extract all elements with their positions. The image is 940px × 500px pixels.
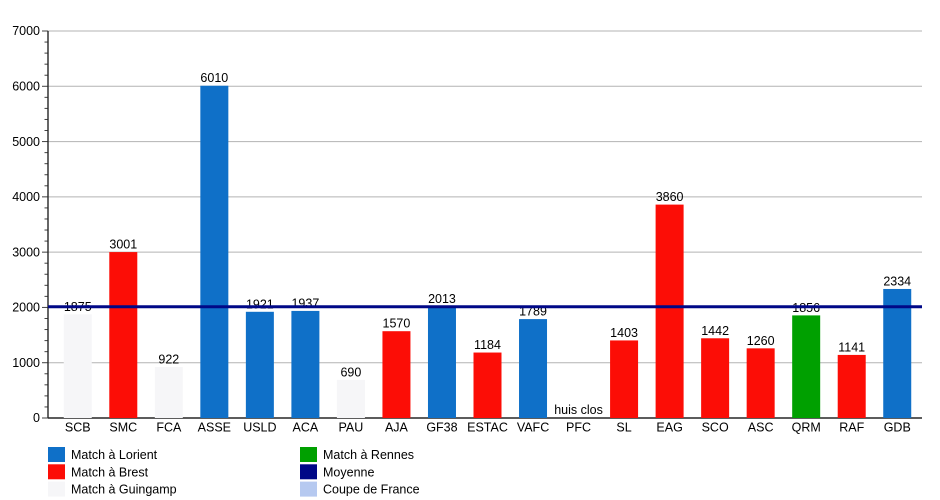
y-axis-label-6000: 6000 [12, 79, 40, 93]
y-axis-label-3000: 3000 [12, 245, 40, 259]
bar-GF38 [427, 306, 456, 418]
bar-USLD [245, 311, 274, 418]
category-label-ASSE: ASSE [198, 421, 231, 435]
legend-swatch-rennes [300, 447, 317, 462]
bar-FCA [154, 367, 183, 418]
value-label-RAF: 1141 [838, 340, 865, 354]
value-label-ESTAC: 1184 [474, 338, 501, 352]
value-label-SL: 1403 [610, 326, 638, 340]
legend-label-brest: Match à Brest [71, 465, 149, 479]
value-label-GDB: 2334 [883, 274, 911, 288]
bar-ACA [291, 310, 320, 418]
category-label-SCB: SCB [65, 421, 91, 435]
category-label-RAF: RAF [839, 421, 864, 435]
bar-GDB [883, 288, 912, 418]
bar-ASC [746, 348, 775, 418]
category-label-GF38: GF38 [426, 421, 457, 435]
category-label-QRM: QRM [792, 421, 821, 435]
legend-label-moyenne: Moyenne [323, 465, 374, 479]
category-label-ACA: ACA [293, 421, 319, 435]
legend-label-lorient: Match à Lorient [71, 448, 158, 462]
legend-label-coupe: Coupe de France [323, 483, 420, 497]
y-axis-label-0: 0 [33, 411, 40, 425]
category-label-PAU: PAU [339, 421, 364, 435]
category-label-PFC: PFC [566, 421, 591, 435]
value-label-ASSE: 6010 [200, 71, 228, 85]
category-label-GDB: GDB [884, 421, 911, 435]
bar-SMC [109, 252, 138, 418]
legend-swatch-coupe [300, 481, 317, 497]
category-label-FCA: FCA [156, 421, 182, 435]
value-label-FCA: 922 [158, 353, 179, 367]
category-label-ASC: ASC [748, 421, 774, 435]
value-label-ACA: 1937 [291, 296, 319, 310]
category-label-AJA: AJA [385, 421, 409, 435]
value-label-PAU: 690 [340, 365, 361, 379]
bar-VAFC [519, 319, 548, 418]
y-axis-label-4000: 4000 [12, 190, 40, 204]
category-label-EAG: EAG [656, 421, 682, 435]
bar-SCO [701, 338, 730, 418]
y-axis-label-5000: 5000 [12, 135, 40, 149]
value-label-USLD: 1921 [246, 297, 274, 311]
y-axis-label-2000: 2000 [12, 301, 40, 315]
value-label-EAG: 3860 [656, 190, 684, 204]
bar-RAF [837, 354, 866, 418]
value-label-SMC: 3001 [109, 238, 137, 252]
category-label-VAFC: VAFC [517, 421, 549, 435]
bar-QRM [792, 315, 821, 418]
category-label-ESTAC: ESTAC [467, 421, 508, 435]
legend-swatch-lorient [48, 447, 65, 462]
category-label-USLD: USLD [243, 421, 276, 435]
category-label-SMC: SMC [109, 421, 137, 435]
y-axis-label-7000: 7000 [12, 24, 40, 38]
annotation-huis-clos: huis clos [554, 403, 603, 417]
category-label-SL: SL [616, 421, 631, 435]
legend-swatch-guingamp [48, 481, 65, 497]
bar-ASSE [200, 85, 229, 419]
bar-SL [610, 340, 639, 418]
legend-swatch-brest [48, 464, 65, 480]
legend-label-rennes: Match à Rennes [323, 448, 414, 462]
value-label-SCO: 1442 [701, 324, 729, 338]
bar-EAG [655, 204, 684, 418]
bar-PAU [336, 379, 365, 418]
category-label-SCO: SCO [702, 421, 729, 435]
bar-SCB [63, 314, 92, 418]
legend-label-guingamp: Match à Guingamp [71, 483, 177, 497]
legend-swatch-moyenne [300, 464, 317, 480]
bar-AJA [382, 331, 411, 418]
value-label-ASC: 1260 [747, 334, 775, 348]
value-label-AJA: 1570 [383, 317, 411, 331]
value-label-GF38: 2013 [428, 292, 456, 306]
y-axis-label-1000: 1000 [12, 356, 40, 370]
bar-ESTAC [473, 352, 502, 418]
